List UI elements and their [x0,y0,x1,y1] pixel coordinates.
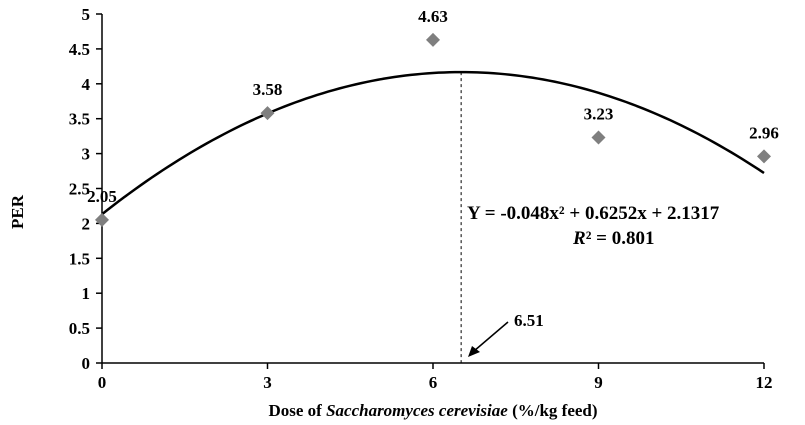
optimum-arrow [473,321,509,352]
y-tick-label: 4 [82,75,91,94]
y-tick-label: 1.5 [69,249,90,268]
data-point [426,32,440,47]
x-axis-ticks: 0 3 6 9 12 [98,363,773,392]
data-label: 3.23 [584,105,614,124]
optimum-label: 6.51 [514,311,544,330]
trendline [101,70,765,216]
y-tick-label: 3 [82,145,91,164]
data-label: 2.05 [87,187,117,206]
y-tick-label: 5 [82,5,91,24]
y-tick-label: 2 [82,214,91,233]
data-label: 3.58 [253,80,283,99]
y-tick-label: 0.5 [69,319,90,338]
x-tick-label: 9 [594,373,603,392]
data-labels: 2.05 3.58 4.63 3.23 2.96 [87,7,779,206]
data-points [95,32,771,227]
y-tick-label: 1 [82,284,91,303]
data-point [757,149,771,164]
y-tick-label: 3.5 [69,110,90,129]
y-axis-title: PER [8,194,27,229]
y-axis-ticks: 0 0.5 1 1.5 2 2.5 3 3.5 4 4.5 5 [69,5,102,373]
data-point [260,106,275,121]
optimum-arrowhead [468,346,480,357]
r-squared: R² = 0.801 [572,228,654,249]
x-tick-label: 0 [98,373,107,392]
x-tick-label: 3 [263,373,272,392]
data-point [95,212,109,227]
regression-equation: Y = -0.048x² + 0.6252x + 2.1317 [467,203,720,224]
x-tick-label: 6 [429,373,438,392]
y-tick-label: 0 [82,354,91,373]
data-label: 2.96 [749,123,779,142]
x-axis-title: Dose of Saccharomyces cerevisiae (%/kg f… [268,401,597,420]
x-tick-label: 12 [756,373,773,392]
data-label: 4.63 [418,7,448,26]
data-point [591,130,606,145]
y-tick-label: 4.5 [69,40,90,59]
y-tick-label: 2.5 [69,180,90,199]
